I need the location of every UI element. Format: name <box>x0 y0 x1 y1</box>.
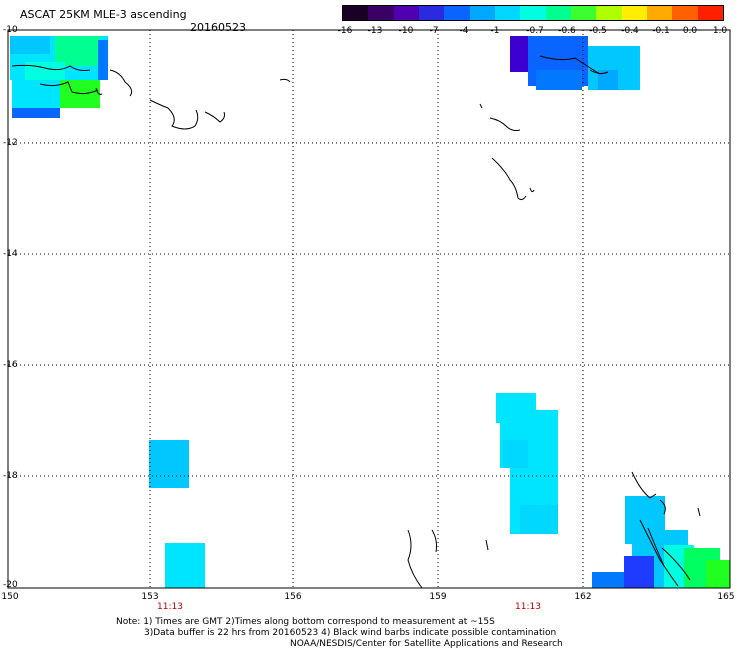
wind-cell <box>510 36 530 72</box>
wind-cell <box>548 36 588 56</box>
graticule <box>8 30 730 588</box>
scatterometer-swath <box>10 36 730 588</box>
colorbar-tick: 1.0 <box>712 26 728 36</box>
colorbar-tick: -0.1 <box>652 26 670 36</box>
wind-cell <box>598 70 618 90</box>
wind-cell <box>592 572 632 588</box>
wind-cell <box>706 560 730 588</box>
colorbar-swatch <box>545 6 571 20</box>
wind-cell <box>55 36 100 66</box>
note-line-1: Note: 1) Times are GMT 2)Times along bot… <box>116 617 495 627</box>
colorbar-tick: -0.4 <box>621 26 639 36</box>
wind-cell <box>98 40 108 80</box>
note-line-3: NOAA/NESDIS/Center for Satellite Applica… <box>290 639 563 649</box>
colorbar-tick: -0.6 <box>558 26 576 36</box>
lat-label: -16 <box>3 360 18 370</box>
colorbar-tick: -0.5 <box>589 26 607 36</box>
colorbar-swatch <box>444 6 470 20</box>
colorbar-swatch <box>596 6 622 20</box>
coastline <box>11 55 701 589</box>
lat-label: -18 <box>3 471 18 481</box>
wind-cell <box>12 108 60 118</box>
wind-cell <box>25 62 65 82</box>
lon-label: 153 <box>141 592 159 602</box>
colorbar-swatch <box>672 6 698 20</box>
colorbar-tick: -13 <box>367 26 383 36</box>
colorbar-tick: -0.7 <box>526 26 544 36</box>
note-line-2: 3)Data buffer is 22 hrs from 20160523 4)… <box>144 628 557 638</box>
pass-time: 11:13 <box>157 602 183 612</box>
lat-label: -12 <box>3 138 18 148</box>
colorbar-swatch <box>343 6 369 20</box>
lon-label: 162 <box>574 592 592 602</box>
lon-label: 159 <box>429 592 447 602</box>
plot-frame <box>7 29 731 589</box>
wind-cell <box>12 80 60 110</box>
colorbar-swatch <box>368 6 394 20</box>
colorbar-swatch <box>494 6 521 20</box>
product-date: 20160523 <box>190 21 246 34</box>
colorbar-swatch <box>469 6 495 20</box>
wind-cell <box>520 505 558 534</box>
product-title: ASCAT 25KM MLE-3 ascending <box>20 8 187 21</box>
lon-label: 165 <box>717 592 735 602</box>
colorbar-swatch <box>418 6 445 20</box>
wind-cell <box>503 440 528 468</box>
colorbar-tick: -10 <box>398 26 414 36</box>
lat-label: -20 <box>3 580 18 590</box>
wind-cell <box>149 440 189 488</box>
colorbar-tick: -1 <box>490 26 500 36</box>
colorbar-swatch <box>621 6 647 20</box>
colorbar-swatch <box>697 6 723 20</box>
lon-label: 150 <box>1 592 19 602</box>
colorbar <box>342 5 724 21</box>
colorbar-swatch <box>646 6 673 20</box>
colorbar-tick: -4 <box>459 26 469 36</box>
colorbar-swatch <box>520 6 546 20</box>
lat-label: -10 <box>3 25 18 35</box>
lon-label: 156 <box>284 592 302 602</box>
wind-cell <box>165 543 205 588</box>
pass-time: 11:13 <box>515 602 541 612</box>
wind-cell <box>10 36 50 54</box>
lat-label: -14 <box>3 249 18 259</box>
colorbar-swatch <box>570 6 597 20</box>
wind-cell <box>624 556 654 588</box>
colorbar-tick: -16 <box>337 26 353 36</box>
wind-cell <box>536 70 582 90</box>
colorbar-tick: 0.0 <box>682 26 698 36</box>
colorbar-tick: -7 <box>429 26 439 36</box>
colorbar-swatch <box>393 6 419 20</box>
